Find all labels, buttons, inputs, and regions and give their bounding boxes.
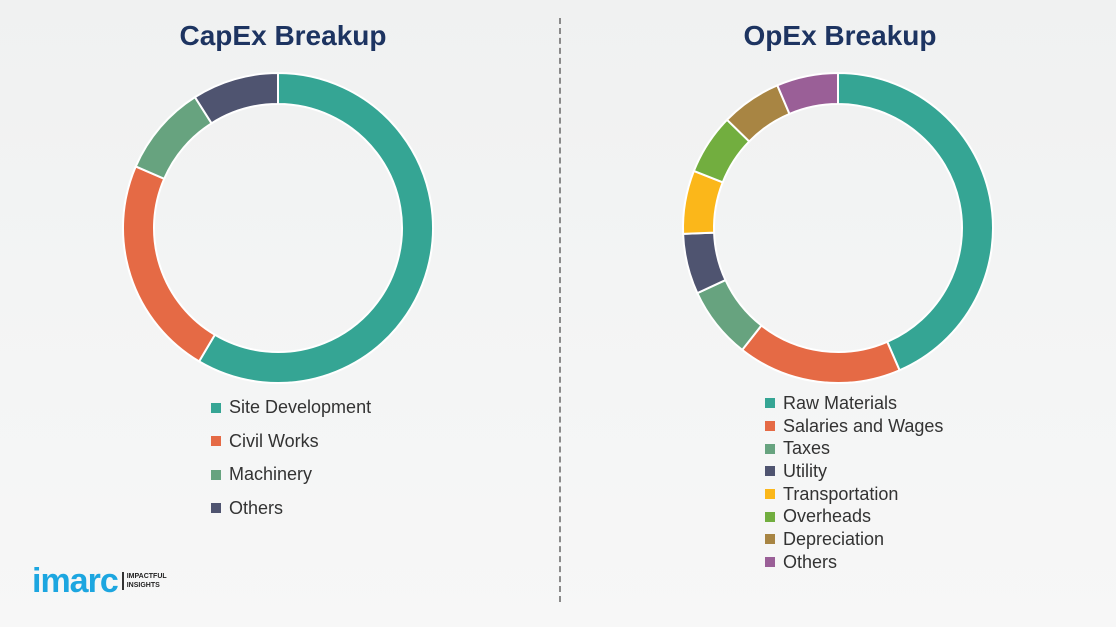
slice-utility — [682, 231, 727, 295]
slice-others — [776, 71, 839, 116]
legend-item: Depreciation — [765, 528, 943, 551]
legend-swatch — [765, 511, 775, 522]
legend-label: Site Development — [229, 397, 372, 418]
legend-item: Utility — [765, 460, 943, 483]
slice-civil-works — [122, 165, 217, 363]
legend-label: Machinery — [229, 464, 313, 485]
legend-label: Salaries and Wages — [783, 415, 944, 436]
legend-item: Civil Works — [211, 425, 371, 459]
legend-swatch — [765, 443, 775, 454]
legend-item: Others — [211, 492, 371, 526]
legend-label: Transportation — [783, 483, 899, 504]
legend-swatch — [765, 534, 775, 545]
legend-item: Site Development — [211, 391, 371, 425]
divider — [559, 18, 561, 602]
legend-item: Raw Materials — [765, 392, 943, 415]
legend-swatch — [765, 466, 775, 477]
slice-raw-materials — [837, 71, 994, 372]
logo-word: imarc — [32, 562, 119, 600]
opex-legend: Raw Materials Salaries and Wages Taxes Util… — [765, 392, 943, 574]
legend-label: Overheads — [783, 506, 872, 527]
logo-tagline: IMPACTFUL INSIGHTS — [121, 572, 167, 590]
legend-swatch — [211, 469, 221, 480]
legend-label: Raw Materials — [783, 392, 898, 413]
opex-title: OpEx Breakup — [743, 20, 937, 51]
slice-others — [193, 71, 279, 125]
capex-legend: Site Development Civil Works Machinery Othe… — [211, 391, 371, 525]
slice-site-development — [197, 71, 434, 384]
legend-swatch — [211, 503, 221, 514]
legend-item: Salaries and Wages — [765, 415, 943, 438]
imarc-logo: imarc IMPACTFUL INSIGHTS — [32, 564, 167, 598]
legend-swatch — [211, 402, 221, 413]
legend-label: Civil Works — [229, 430, 319, 451]
legend-swatch — [765, 421, 775, 432]
legend-swatch — [765, 557, 775, 568]
legend-item: Others — [765, 551, 943, 574]
legend-label: Utility — [783, 460, 827, 481]
legend-label: Taxes — [783, 438, 831, 459]
legend-item: Machinery — [211, 458, 371, 492]
legend-label: Depreciation — [783, 528, 885, 549]
capex-title: CapEx Breakup — [179, 20, 387, 51]
legend-label: Others — [783, 551, 838, 572]
legend-swatch — [765, 398, 775, 409]
legend-swatch — [211, 436, 221, 447]
legend-item: Taxes — [765, 437, 943, 460]
legend-item: Overheads — [765, 505, 943, 528]
slice-machinery — [134, 95, 213, 181]
legend-item: Transportation — [765, 483, 943, 506]
legend-label: Others — [229, 497, 284, 518]
slice-salaries-and-wages — [740, 324, 901, 384]
legend-swatch — [765, 489, 775, 500]
